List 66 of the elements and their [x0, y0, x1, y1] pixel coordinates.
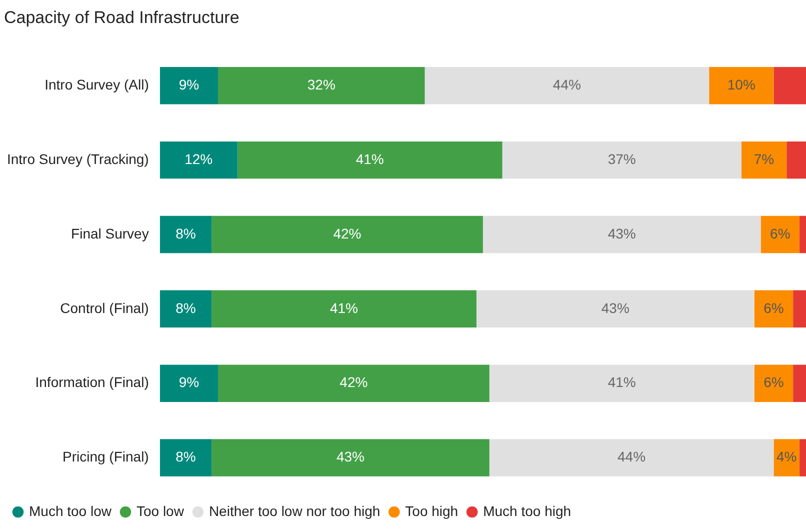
bar — [212, 216, 483, 254]
data-label: 12% — [184, 150, 213, 167]
legend-label: Much too high — [483, 502, 572, 519]
legend-label: Too high — [405, 502, 458, 519]
data-label: 37% — [608, 150, 636, 167]
bar — [160, 216, 212, 254]
bar — [218, 364, 490, 402]
bar — [212, 290, 476, 328]
bar — [476, 290, 754, 328]
data-label: 32% — [307, 76, 336, 92]
bar — [774, 67, 806, 104]
bar — [741, 141, 787, 179]
data-label: 41% — [356, 150, 384, 167]
data-label: 42% — [333, 225, 362, 242]
bar — [160, 439, 212, 476]
bar — [502, 141, 742, 179]
data-label: 43% — [601, 300, 630, 316]
bar — [793, 290, 806, 328]
y-tick-label: Pricing (Final) — [62, 448, 149, 465]
data-label: 6% — [764, 374, 784, 390]
legend-label: Too low — [136, 502, 185, 519]
data-label: 44% — [552, 76, 581, 92]
data-label: 9% — [178, 374, 200, 390]
data-label: 42% — [340, 374, 368, 390]
data-label: 4% — [776, 448, 797, 465]
bar — [212, 439, 490, 476]
bar — [160, 141, 238, 179]
data-label: 41% — [330, 300, 358, 316]
bar — [424, 67, 710, 104]
data-label: 6% — [764, 300, 784, 316]
data-label: 9% — [178, 76, 200, 92]
bar — [709, 67, 774, 104]
data-label: 10% — [727, 76, 756, 92]
legend-label: Much too low — [29, 502, 112, 519]
y-tick-label: Control (Final) — [60, 300, 149, 316]
bar — [754, 364, 794, 402]
bar — [800, 216, 806, 254]
bar — [793, 364, 806, 402]
y-tick-label: Intro Survey (Tracking) — [6, 150, 149, 167]
bar — [760, 216, 800, 254]
bar — [754, 290, 794, 328]
bar — [160, 364, 218, 402]
bar — [774, 439, 800, 476]
bar — [218, 67, 425, 104]
data-label: 8% — [176, 448, 196, 465]
data-label: 8% — [176, 225, 196, 242]
y-tick-label: Final Survey — [71, 225, 149, 242]
data-label: 41% — [608, 374, 636, 390]
bar — [489, 364, 754, 402]
bar — [237, 141, 502, 179]
chart-title: Capacity of Road Infrastructure — [4, 8, 240, 27]
data-label: 44% — [618, 448, 646, 465]
data-label: 43% — [336, 448, 364, 465]
bar — [160, 67, 218, 104]
y-tick-label: Intro Survey (All) — [44, 76, 149, 92]
data-label: 43% — [608, 225, 636, 242]
data-label: 7% — [754, 150, 774, 167]
bar — [160, 290, 212, 328]
data-label: 8% — [176, 300, 196, 316]
bar — [482, 216, 761, 254]
bar — [800, 439, 806, 476]
legend-label: Neither too low nor too high — [208, 502, 380, 519]
bar — [489, 439, 774, 476]
data-label: 6% — [770, 225, 790, 242]
y-tick-label: Information (Final) — [35, 374, 149, 390]
bar — [786, 141, 806, 179]
